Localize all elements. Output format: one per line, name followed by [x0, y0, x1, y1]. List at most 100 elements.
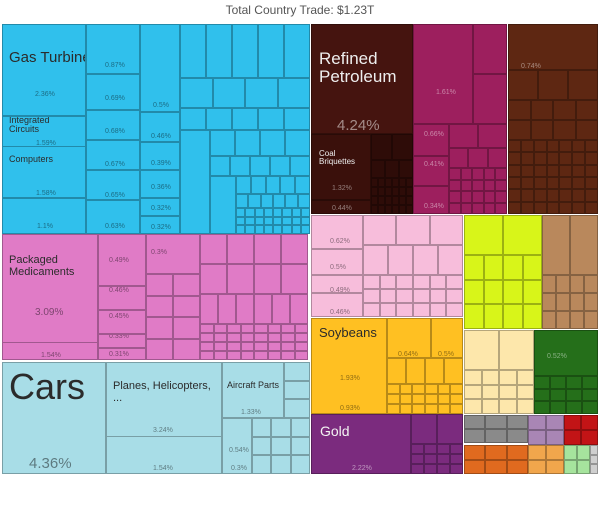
treemap-subcell: [546, 164, 560, 177]
treemap-subcell: [520, 152, 534, 165]
treemap-subcell: [396, 275, 413, 289]
treemap-subcell: [406, 205, 413, 214]
treemap-subcell: [406, 358, 425, 384]
treemap-subcell: [584, 293, 598, 311]
cell-value: 0.32%: [151, 205, 171, 212]
treemap-cell: 0.68%: [86, 110, 140, 140]
treemap-subcell: [254, 324, 268, 333]
treemap-subcell: [399, 178, 406, 187]
treemap-subcell: [200, 351, 214, 360]
treemap-subcell: [508, 177, 521, 190]
treemap-subcell: [487, 148, 507, 168]
treemap-subcell: [180, 78, 213, 108]
treemap-subcell: [437, 464, 450, 474]
treemap-cell: 0.44%: [311, 200, 371, 214]
treemap-subcell: [450, 464, 463, 474]
treemap-subcell: [254, 225, 264, 234]
treemap-subcell: [392, 134, 413, 160]
treemap-subcell: [508, 201, 521, 214]
treemap-subcell: [556, 311, 570, 329]
treemap-subcell: [559, 164, 573, 177]
treemap-subcell: [173, 338, 200, 360]
treemap-subcell: [270, 156, 290, 176]
treemap-subcell: [450, 454, 463, 464]
treemap-subcell: [483, 191, 496, 203]
treemap-subcell: [550, 388, 566, 402]
treemap-subcell: [460, 168, 473, 180]
cell-value: 4.24%: [337, 117, 380, 134]
treemap-subcell: [570, 215, 598, 275]
treemap-cell: 1.54%: [2, 342, 98, 360]
treemap-subcell: [258, 108, 284, 130]
treemap-subcell: [559, 140, 573, 153]
cell-label: Gold: [320, 423, 350, 439]
cell-label: Planes, Helicopters, ...: [113, 380, 211, 404]
treemap-subcell: [425, 358, 444, 384]
treemap-subcell: [406, 187, 413, 196]
treemap-subcell: [413, 303, 430, 317]
treemap-subcell: [522, 279, 542, 305]
treemap-subcell: [277, 78, 310, 108]
treemap-subcell: [385, 196, 392, 205]
cell-aircraft-parts: Aircraft Parts 1.33%: [222, 362, 284, 418]
treemap-subcell: [180, 24, 206, 78]
treemap-subcell: [495, 202, 507, 214]
treemap-subcell: [399, 187, 406, 196]
cell-value: 1.32%: [332, 185, 352, 192]
treemap-subcell: [582, 401, 598, 414]
treemap-subcell: [273, 225, 283, 234]
treemap-subcell: [290, 156, 310, 176]
treemap-subcell: [263, 216, 273, 226]
treemap-subcell: [559, 189, 573, 202]
treemap-subcell: [206, 108, 232, 130]
treemap-subcell: [577, 459, 590, 474]
treemap-subcell: [534, 376, 550, 389]
treemap-subcell: [495, 168, 507, 180]
treemap-subcell: [528, 459, 546, 474]
treemap-cell: 0.5%: [431, 318, 463, 358]
treemap-subcell: [485, 445, 507, 460]
treemap-subcell: [568, 70, 598, 100]
treemap-subcell: [584, 311, 598, 329]
treemap-subcell: [254, 234, 281, 264]
treemap-cell: 0.74%: [508, 24, 598, 70]
treemap-subcell: [464, 399, 482, 414]
cell-value: 0.44%: [332, 205, 352, 212]
treemap-subcell: [572, 140, 586, 153]
treemap-subcell: [449, 191, 461, 203]
cell-label: Refined Petroleum: [319, 49, 397, 86]
treemap-subcell: [240, 333, 254, 342]
treemap-subcell: [240, 324, 254, 333]
treemap-subcell: [213, 333, 227, 342]
treemap-subcell: [516, 399, 534, 414]
treemap-subcell: [371, 205, 378, 214]
cell-value: 0.3%: [151, 249, 167, 256]
treemap-cell: 0.46%: [98, 286, 146, 310]
treemap-subcell: [437, 444, 450, 454]
cell-value: 0.68%: [105, 128, 125, 135]
treemap-subcell: [281, 264, 308, 294]
treemap-subcell: [538, 70, 568, 100]
treemap-subcell: [263, 208, 273, 217]
cell-value: 0.49%: [330, 287, 350, 293]
treemap-subcell: [450, 394, 463, 404]
treemap-subcell: [411, 464, 424, 474]
treemap-subcell: [271, 455, 291, 474]
treemap-subcell: [577, 445, 590, 460]
treemap-subcell: [570, 311, 584, 329]
treemap-subcell: [533, 189, 547, 202]
treemap-subcell: [232, 24, 258, 78]
treemap-subcell: [387, 394, 400, 404]
cell-label: Integrated Circuits: [9, 116, 50, 135]
cell-value: 1.59%: [36, 140, 56, 147]
treemap-subcell: [506, 445, 528, 460]
treemap-subcell: [294, 324, 308, 333]
treemap-subcell: [290, 418, 310, 437]
treemap-subcell: [210, 156, 230, 176]
treemap-subcell: [564, 459, 577, 474]
treemap-subcell: [575, 100, 598, 120]
treemap-subcell: [546, 189, 560, 202]
treemap-subcell: [218, 294, 236, 324]
treemap-subcell: [363, 303, 380, 317]
cell-value: 0.5%: [438, 351, 454, 358]
